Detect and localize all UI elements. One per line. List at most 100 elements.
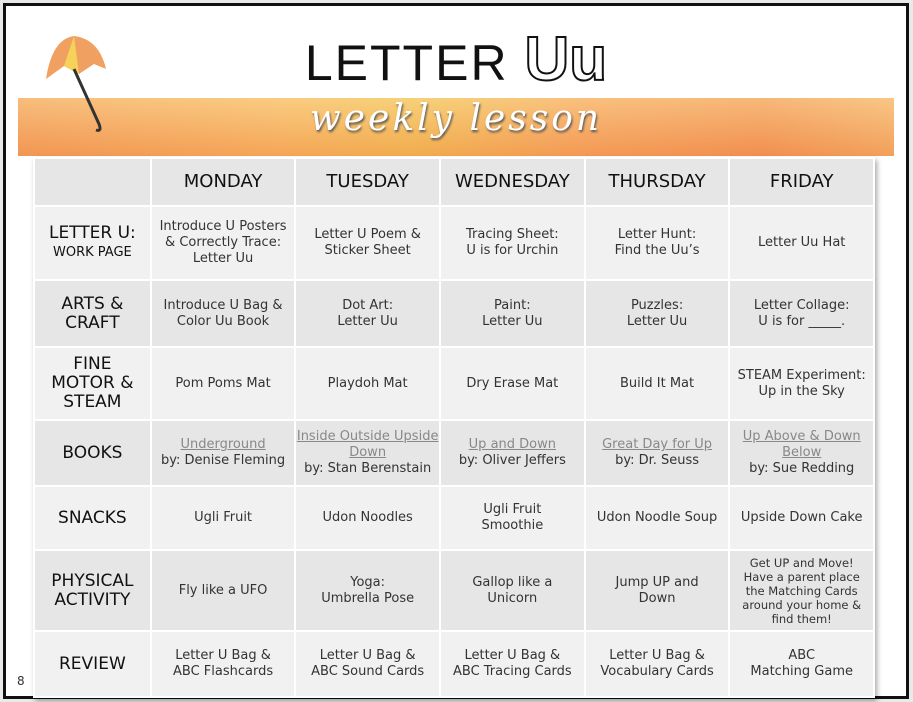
day-header: MONDAY (151, 159, 295, 205)
lesson-cell: STEAM Experiment: Up in the Sky (730, 348, 873, 419)
cell-text: Smoothie (481, 518, 544, 533)
cell-text: Letter U Bag & (175, 648, 271, 663)
lesson-cell: Get UP and Move! Have a parent place the M… (730, 551, 873, 630)
cell-text: Letter U Poem & (314, 227, 421, 242)
lesson-cell: Introduce U Posters & Correctly Trace: Let… (151, 207, 295, 279)
cell-text: Letter Uu Hat (757, 235, 846, 250)
lesson-cell: Udon Noodles (296, 487, 439, 549)
cell-text: Upside Down Cake (740, 510, 863, 525)
cell-text: Vocabulary Cards (600, 664, 714, 679)
table-row: PHYSICAL ACTIVITY Fly like a UFO Yoga: Umbre… (35, 551, 873, 630)
cell-text: Build It Mat (620, 375, 695, 391)
cell-text: Ugli Fruit (194, 510, 253, 525)
cell-text: the Matching Cards (745, 583, 858, 598)
day-header: WEDNESDAY (440, 159, 584, 205)
page-number: 8 (17, 674, 25, 688)
row-label: LETTER U: WORK PAGE (35, 207, 150, 279)
cell-text: BOOKS (62, 442, 123, 463)
cell-text: STEAM (63, 392, 122, 412)
cell-text: REVIEW (59, 653, 126, 674)
cell-text: Udon Noodle Soup (596, 510, 718, 525)
day-header: TUESDAY (296, 159, 439, 205)
lesson-cell: Gallop like a Unicorn (440, 551, 584, 630)
lesson-table: MONDAY TUESDAY WEDNESDAY THURSDAY FRIDAY LET… (33, 157, 875, 698)
lesson-cell: Letter Uu Hat (730, 207, 873, 279)
book-author: by: Stan Berenstain (304, 461, 432, 476)
day-header: FRIDAY (730, 159, 873, 205)
cell-text: Puzzles: (630, 297, 684, 313)
cell-text: Umbrella Pose (321, 590, 415, 606)
lesson-cell: Paint: Letter Uu (440, 281, 584, 346)
lesson-cell: ABC Matching Game (730, 632, 873, 696)
cell-text: LETTER U: (48, 223, 136, 243)
cell-text: Introduce U Bag & (163, 297, 283, 313)
table-row: LETTER U: WORK PAGE Introduce U Posters & C… (35, 207, 873, 279)
cell-text: ACTIVITY (54, 589, 131, 610)
cell-text: ABC Sound Cards (311, 664, 425, 679)
row-label: BOOKS (35, 421, 150, 485)
table-row: ARTS & CRAFT Introduce U Bag & Color Uu Boo… (35, 281, 873, 346)
lesson-cell: Yoga: Umbrella Pose (296, 551, 439, 630)
day-header: THURSDAY (585, 159, 729, 205)
lesson-cell: Letter U Bag & ABC Sound Cards (296, 632, 439, 696)
lesson-cell: Upside Down Cake (730, 487, 873, 549)
lesson-cell: Jump UP and Down (585, 551, 729, 630)
cell-text: Jump UP and (615, 574, 699, 590)
book-title-link[interactable]: Up Above & Down Below (742, 429, 861, 460)
cell-text: ABC Flashcards (173, 664, 274, 679)
cell-text: Paint: (494, 297, 531, 313)
cell-text: Sticker Sheet (324, 243, 411, 258)
cell-text: Tracing Sheet: (465, 227, 559, 242)
cell-text: ARTS & (61, 293, 124, 314)
lesson-cell: Introduce U Bag & Color Uu Book (151, 281, 295, 346)
lesson-cell: Tracing Sheet: U is for Urchin (440, 207, 584, 279)
cell-text: Gallop like a (472, 574, 553, 590)
cell-text: Unicorn (487, 590, 538, 606)
cell-text: Letter U Bag & (609, 648, 705, 663)
page-subtitle: weekly lesson (309, 98, 603, 139)
book-title-link[interactable]: Up and Down (468, 437, 556, 452)
lesson-cell: Letter U Bag & ABC Flashcards (151, 632, 295, 696)
cell-text: U is for _____. (758, 313, 846, 329)
cell-text: Letter Hunt: (617, 227, 697, 242)
row-sublabel: WORK PAGE (53, 245, 132, 260)
cell-text: Down (638, 590, 676, 606)
book-title-link[interactable]: Inside Outside Upside Down (296, 429, 439, 460)
lesson-cell: Ugli Fruit (151, 487, 295, 549)
book-title-link[interactable]: Great Day for Up (602, 437, 713, 452)
cell-text: Find the Uu’s (614, 243, 700, 258)
row-label: REVIEW (35, 632, 150, 696)
row-label: SNACKS (35, 487, 150, 549)
lesson-cell: Up and Down by: Oliver Jeffers (440, 421, 584, 485)
cell-text: Playdoh Mat (327, 375, 408, 391)
cell-text: Introduce U Posters (159, 219, 287, 234)
cell-text: around your home & (742, 597, 862, 612)
cell-text: Letter U Bag & (319, 648, 416, 663)
row-label: ARTS & CRAFT (35, 281, 150, 346)
page-title: LETTER Uu (304, 24, 608, 95)
lesson-cell: Dry Erase Mat (440, 348, 584, 419)
watercolor-banner (18, 98, 894, 156)
cell-text: PHYSICAL (51, 570, 134, 591)
cell-text: FINE (73, 354, 112, 374)
lesson-cell: Playdoh Mat (296, 348, 439, 419)
cell-text: Letter U Bag & (464, 648, 561, 663)
book-title-link[interactable]: Underground (180, 437, 266, 452)
table-row: BOOKS Underground by: Denise Fleming Inside… (35, 421, 873, 485)
umbrella-icon (46, 36, 106, 132)
cell-text: Up in the Sky (758, 383, 845, 399)
lesson-cell: Letter Collage: U is for _____. (730, 281, 873, 346)
lesson-cell: Udon Noodle Soup (585, 487, 729, 549)
lesson-cell: Letter U Bag & Vocabulary Cards (585, 632, 729, 696)
lesson-cell: Letter U Bag & ABC Tracing Cards (440, 632, 584, 696)
cell-text: ABC Tracing Cards (452, 664, 572, 679)
lesson-cell: Pom Poms Mat (151, 348, 295, 419)
table-row: REVIEW Letter U Bag & ABC Flashcards Letter… (35, 632, 873, 696)
book-author: by: Denise Fleming (160, 453, 286, 468)
cell-text: Ugli Fruit (483, 502, 542, 517)
table-row: SNACKS Ugli Fruit Udon Noodles Ugli Fruit Sm… (35, 487, 873, 549)
lesson-cell: Letter Hunt: Find the Uu’s (585, 207, 729, 279)
cell-text: STEAM Experiment: (737, 367, 866, 383)
cell-text: Letter Uu (192, 251, 254, 266)
table-row: FINE MOTOR & STEAM Pom Poms Mat Playdoh Mat D… (35, 348, 873, 419)
